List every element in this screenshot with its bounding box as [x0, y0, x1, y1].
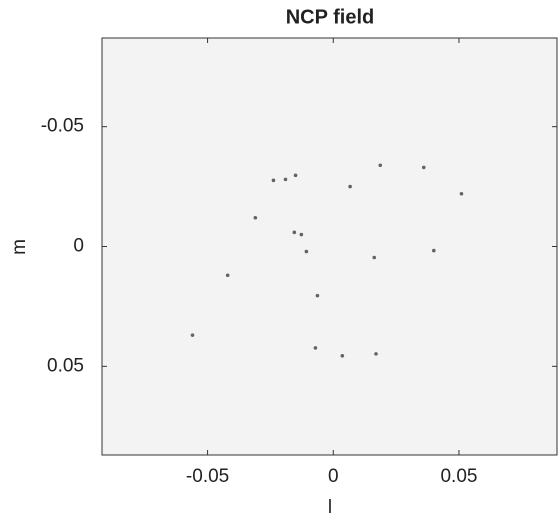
- point: [432, 248, 436, 253]
- point: [225, 273, 230, 278]
- point: [253, 215, 258, 220]
- y-tick-label: 0.05: [47, 355, 84, 376]
- point: [304, 249, 309, 254]
- point: [292, 230, 297, 235]
- point: [421, 165, 426, 170]
- x-tick-label: 0.05: [440, 466, 477, 487]
- x-tick-label: -0.05: [186, 466, 229, 487]
- point: [315, 293, 320, 298]
- point: [283, 177, 288, 182]
- point: [190, 333, 195, 337]
- point: [348, 184, 352, 189]
- chart-title: NCP field: [286, 6, 375, 28]
- plot-area: [101, 37, 558, 456]
- point: [313, 346, 318, 350]
- x-tick-label: 0: [328, 466, 339, 487]
- y-tick-label: -0.05: [41, 116, 84, 137]
- point: [459, 191, 464, 196]
- x-axis-label: l: [328, 497, 332, 518]
- y-tick-label: 0: [73, 236, 84, 257]
- point: [340, 353, 345, 358]
- point: [271, 178, 276, 183]
- y-axis-label: m: [9, 239, 30, 255]
- point: [378, 163, 383, 168]
- point: [293, 173, 298, 178]
- point: [299, 232, 304, 237]
- point: [374, 352, 378, 356]
- point: [372, 255, 377, 260]
